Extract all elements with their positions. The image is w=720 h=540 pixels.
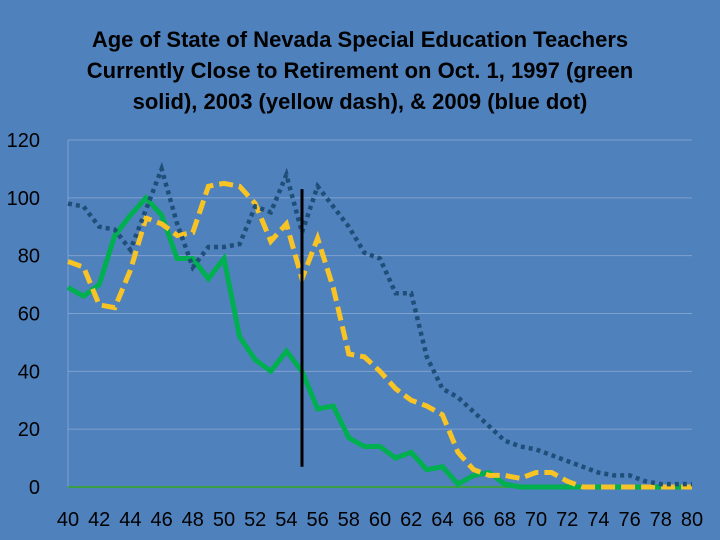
x-tick-label: 54 [275,509,297,531]
y-tick-label: 100 [7,188,40,210]
x-tick-label: 52 [244,509,266,531]
y-tick-label: 20 [18,419,40,441]
series-lines [66,161,692,490]
x-tick-label: 44 [119,509,141,531]
x-tick-label: 80 [681,509,703,531]
chart-title-line: solid), 2003 (yellow dash), & 2009 (blue… [133,89,588,114]
x-tick-label: 78 [650,509,672,531]
chart-title-line: Age of State of Nevada Special Education… [92,27,628,52]
series-line-solid [66,194,692,490]
x-tick-label: 58 [338,509,360,531]
y-tick-label: 120 [7,130,40,152]
x-tick-label: 40 [57,509,79,531]
x-tick-label: 48 [182,509,204,531]
gridlines [68,139,692,430]
x-tick-label: 68 [494,509,516,531]
x-tick-label: 62 [400,509,422,531]
x-tick-label: 70 [525,509,547,531]
x-axis-ticks: 40 42 44 46 48 50 52 54 56 58 60 62 64 66 68 70 72 74 76 78… [57,509,703,531]
chart-title: Age of State of Nevada Special Education… [87,27,633,114]
x-tick-label: 56 [306,509,328,531]
x-tick-label: 74 [587,509,609,531]
x-tick-label: 42 [88,509,110,531]
x-tick-label: 76 [618,509,640,531]
series-line-dot [67,161,692,487]
y-tick-label: 40 [18,361,40,383]
x-tick-label: 60 [369,509,391,531]
series-line-dash [67,180,692,490]
x-tick-label: 72 [556,509,578,531]
x-tick-label: 66 [462,509,484,531]
x-tick-label: 64 [431,509,453,531]
y-tick-label: 0 [29,477,40,499]
x-tick-label: 50 [213,509,235,531]
y-tick-label: 60 [18,304,40,326]
chart-title-line: Currently Close to Retirement on Oct. 1,… [87,58,633,83]
x-tick-label: 46 [150,509,172,531]
y-tick-label: 80 [18,246,40,268]
y-axis-ticks: 0 20 40 60 80 100 120 [7,130,40,499]
